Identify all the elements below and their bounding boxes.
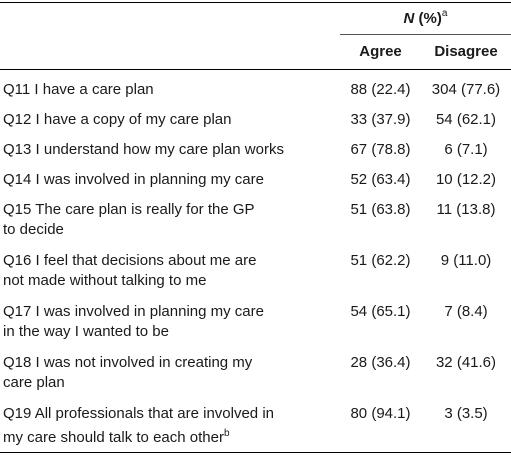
question-line-2: in the way I wanted to be <box>3 323 169 340</box>
disagree-cell: 6 (7.1) <box>444 141 488 158</box>
disagree-cell: 10 (12.2) <box>435 171 497 188</box>
n-percent-header: N (%)a <box>340 8 511 27</box>
question-text: Q18 I was not involved in creating my car… <box>3 353 333 393</box>
question-line-2: not made without talking to me <box>3 272 207 289</box>
disagree-cell: 7 (8.4) <box>444 303 488 320</box>
pct-label: (%) <box>414 10 442 27</box>
disagree-cell: 9 (11.0) <box>440 252 492 269</box>
agree-cell: 54 (65.1) <box>350 303 411 320</box>
agree-cell: 28 (36.4) <box>350 354 411 371</box>
question-line-1: Q18 I was not involved in creating my <box>3 354 253 371</box>
question-text: Q16 I feel that decisions about me are no… <box>3 251 333 291</box>
agree-cell: 33 (37.9) <box>350 111 411 128</box>
header-bottom-rule <box>0 69 511 70</box>
question-line-1: Q19 All professionals that are involved … <box>3 405 274 422</box>
agree-cell: 51 (62.2) <box>350 252 411 269</box>
question-line-2: to decide <box>3 221 64 238</box>
agree-cell: 51 (63.8) <box>350 201 411 218</box>
question-text: Q14 I was involved in planning my care <box>3 171 264 188</box>
header-span-rule <box>340 34 511 35</box>
disagree-cell: 11 (13.8) <box>436 201 496 218</box>
question-text: Q12 I have a copy of my care plan <box>3 111 232 128</box>
question-line-1: Q15 The care plan is really for the GP <box>3 201 255 218</box>
agree-cell: 67 (78.8) <box>350 141 411 158</box>
disagree-cell: 54 (62.1) <box>435 111 497 128</box>
question-line-2: care plan <box>3 374 65 391</box>
agree-cell: 88 (22.4) <box>350 81 411 98</box>
disagree-cell: 32 (41.6) <box>435 354 497 371</box>
question-line-1: Q17 I was involved in planning my care <box>3 303 264 320</box>
table-bottom-rule <box>0 452 511 453</box>
question-text: Q19 All professionals that are involved … <box>3 404 333 448</box>
agree-cell: 80 (94.1) <box>350 405 411 422</box>
question-line-1: Q16 I feel that decisions about me are <box>3 252 257 269</box>
disagree-cell: 3 (3.5) <box>444 405 488 422</box>
header-footnote-a: a <box>441 8 448 19</box>
question-text: Q17 I was involved in planning my care in… <box>3 302 333 342</box>
n-label: N <box>403 10 415 27</box>
agree-cell: 52 (63.4) <box>350 171 411 188</box>
question-text: Q11 I have a care plan <box>3 81 154 98</box>
disagree-cell: 304 (77.6) <box>431 81 501 98</box>
footnote-b: b <box>223 428 230 439</box>
table-top-rule <box>0 2 511 3</box>
agree-column-header: Agree <box>359 43 402 60</box>
question-text: Q15 The care plan is really for the GP to… <box>3 200 333 240</box>
question-line-2: my care should talk to each other <box>3 429 224 446</box>
disagree-column-header: Disagree <box>434 43 498 60</box>
question-text: Q13 I understand how my care plan works <box>3 141 284 158</box>
